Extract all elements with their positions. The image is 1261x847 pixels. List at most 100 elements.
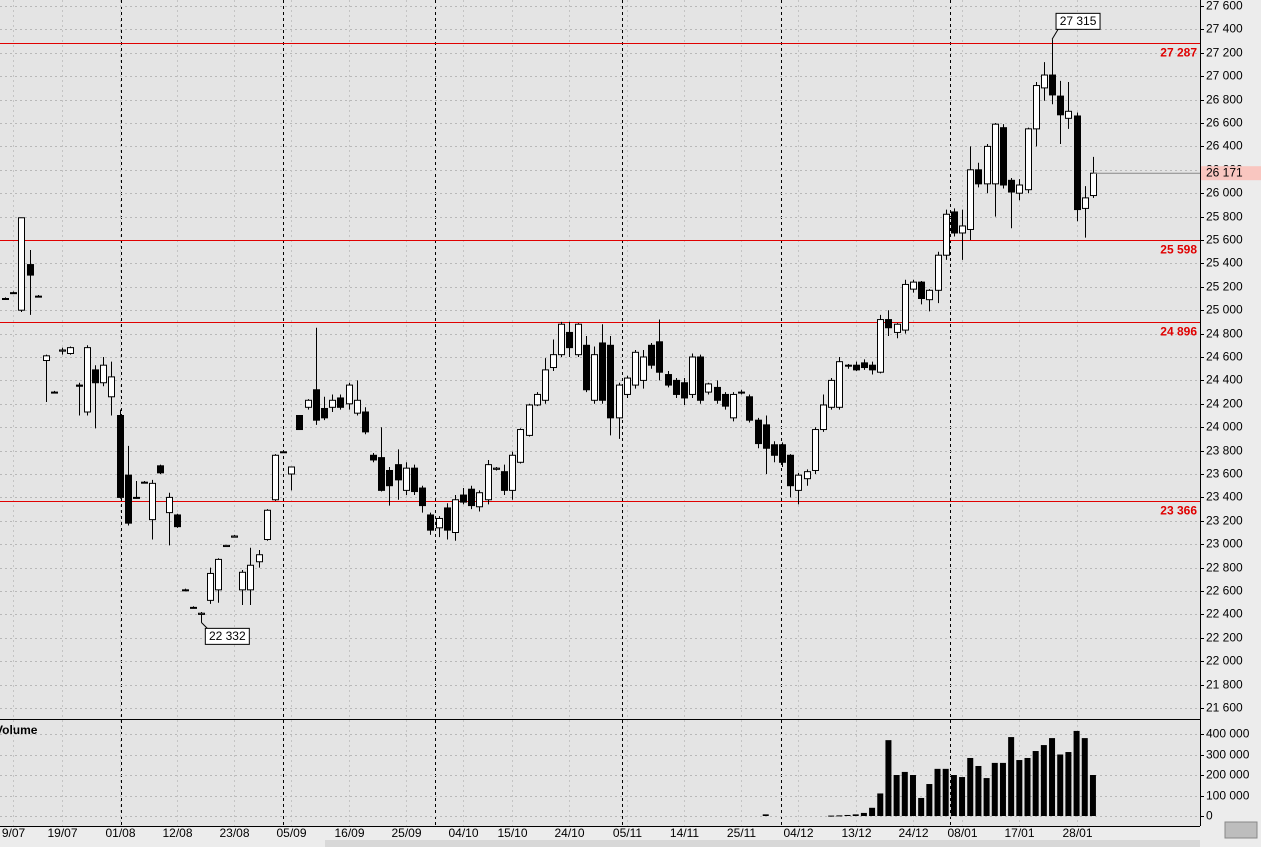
candle-body — [1033, 85, 1040, 130]
y-tick-label: 23 600 — [1206, 467, 1243, 481]
candle-body — [84, 347, 91, 413]
candle-body — [100, 364, 107, 384]
candle-body — [403, 467, 410, 491]
y-tick-label: 23 800 — [1206, 444, 1243, 458]
candle-body — [779, 444, 786, 463]
y-tick-label: 22 400 — [1206, 607, 1243, 621]
candle-body — [92, 369, 99, 384]
y-tick-label: 24 800 — [1206, 327, 1243, 341]
candle-body — [812, 429, 819, 471]
candle-body — [640, 356, 647, 381]
y-tick-label: 100 000 — [1206, 789, 1250, 803]
candle-body — [166, 496, 173, 514]
candle-body — [436, 517, 443, 529]
y-tick-label: 24 400 — [1206, 373, 1243, 387]
candle-body — [763, 424, 770, 449]
x-tick-label: 01/08 — [105, 826, 135, 840]
candle-body — [452, 499, 459, 533]
candle-body — [894, 323, 901, 333]
volume-bar — [918, 797, 925, 816]
y-tick-label: 21 800 — [1206, 678, 1243, 692]
candle-body — [665, 374, 672, 386]
candle-body — [804, 471, 811, 480]
level-label: 27 287 — [1160, 46, 1197, 60]
y-tick-label: 25 000 — [1206, 303, 1243, 317]
candle-body — [468, 488, 475, 507]
candle-body — [542, 369, 549, 401]
candle-body — [935, 254, 942, 291]
candle-body — [67, 347, 74, 354]
candle-body — [346, 384, 353, 405]
candle-body — [1049, 74, 1056, 96]
scrollbar[interactable] — [325, 840, 1200, 847]
volume-bar — [1065, 752, 1072, 816]
candle-body — [1057, 95, 1064, 116]
candle-body — [427, 514, 434, 531]
candle-body — [566, 331, 573, 349]
y-tick-label: 0 — [1206, 809, 1213, 823]
x-tick-label: 13/12 — [841, 826, 871, 840]
candle-body — [321, 407, 328, 419]
candle-body — [591, 354, 598, 401]
candle-body — [149, 482, 156, 521]
volume-bar — [991, 762, 998, 816]
candle-body — [493, 467, 500, 470]
volume-bar — [983, 778, 990, 816]
candle-body — [673, 379, 680, 395]
volume-bar — [1089, 775, 1096, 816]
volume-bar — [893, 775, 900, 816]
candle-body — [198, 612, 205, 615]
x-tick-label: 16/09 — [334, 826, 364, 840]
y-tick-label: 26 400 — [1206, 139, 1243, 153]
x-tick-label: 04/10 — [448, 826, 478, 840]
volume-bar — [967, 757, 974, 816]
candle-body — [1090, 172, 1097, 197]
volume-bar — [950, 775, 957, 816]
candle-body — [18, 217, 25, 311]
candle-body — [305, 399, 312, 408]
candle-body — [836, 361, 843, 408]
candle-body — [853, 364, 860, 371]
y-tick-label: 300 000 — [1206, 748, 1250, 762]
candle-body — [460, 494, 467, 503]
candle-body — [256, 554, 263, 563]
annotation-label: 22 332 — [209, 629, 246, 643]
candle-body — [599, 342, 606, 401]
candle-body — [607, 344, 614, 419]
volume-bar — [860, 812, 867, 816]
y-tick-label: 26 800 — [1206, 93, 1243, 107]
candle-body — [313, 389, 320, 421]
candle-body — [133, 496, 140, 499]
candle-body — [624, 377, 631, 395]
candle-body — [795, 474, 802, 491]
candle-body — [902, 283, 909, 331]
candle-body — [378, 457, 385, 491]
level-label: 23 366 — [1160, 504, 1197, 518]
candle-body — [746, 396, 753, 421]
x-tick-label: 14/11 — [670, 826, 699, 840]
candle-body — [264, 509, 271, 541]
x-tick-label: 24/10 — [554, 826, 584, 840]
candle-body — [108, 376, 115, 398]
candle-body — [951, 211, 958, 234]
level-label: 25 598 — [1160, 243, 1197, 257]
candle-body — [215, 558, 222, 591]
y-tick-label: 22 800 — [1206, 561, 1243, 575]
volume-bar — [869, 807, 876, 816]
x-tick-label: 15/10 — [497, 826, 527, 840]
candle-body — [722, 393, 729, 407]
candle-body — [738, 391, 745, 394]
candle-body — [288, 466, 295, 475]
candle-body — [681, 382, 688, 399]
volume-bar — [926, 784, 933, 816]
candle-body — [362, 411, 369, 433]
scroll-handle[interactable] — [1224, 821, 1258, 839]
candle-body — [395, 464, 402, 481]
volume-bar — [1024, 757, 1031, 816]
candle-body — [247, 564, 254, 591]
x-tick-label: 23/08 — [219, 826, 249, 840]
candle-body — [616, 384, 623, 419]
candle-body — [820, 404, 827, 431]
x-tick-label: 19/07 — [47, 826, 77, 840]
